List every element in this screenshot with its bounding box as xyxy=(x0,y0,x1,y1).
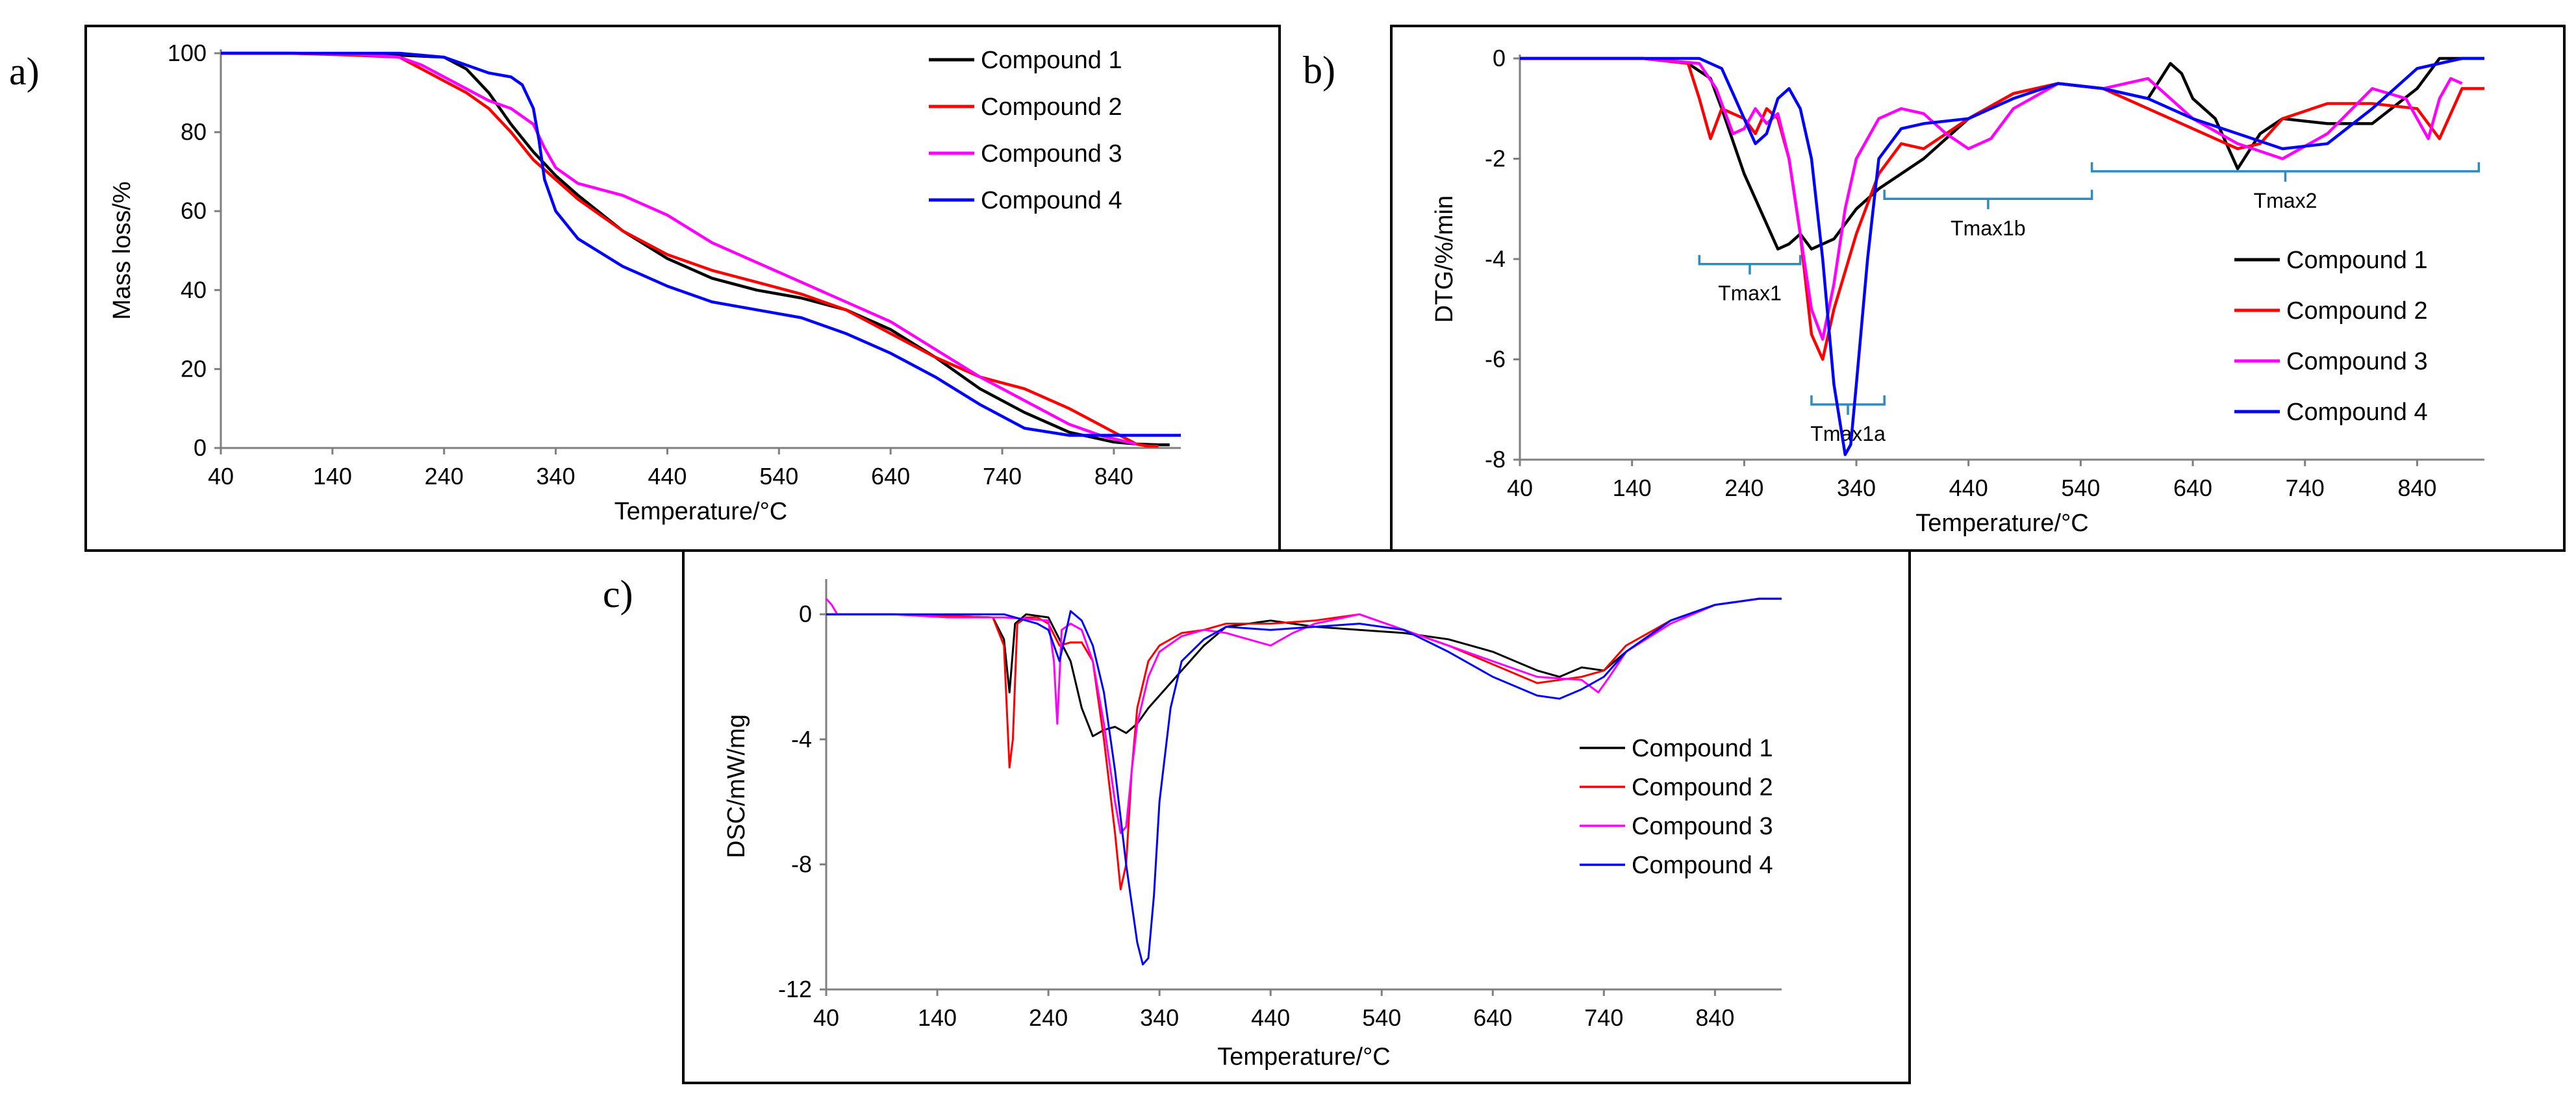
series-line-compound-3 xyxy=(825,597,1782,834)
panel-b-frame xyxy=(1390,25,2566,552)
panel-c-label: c) xyxy=(603,573,633,615)
legend-label-compound-2: Compound 2 xyxy=(981,93,1122,121)
legend-label-compound-1: Compound 1 xyxy=(981,47,1122,74)
annotation-label: Tmax1a xyxy=(1810,422,1886,445)
y-tick-label: 40 xyxy=(181,277,207,303)
series-line-compound-2 xyxy=(221,51,1159,448)
x-tick-label: 740 xyxy=(2286,475,2325,501)
x-tick-label: 40 xyxy=(1507,475,1533,501)
x-tick-label: 440 xyxy=(1949,475,1988,501)
series-line-compound-3 xyxy=(221,51,1137,446)
y-tick-label: -12 xyxy=(778,976,812,1002)
x-tick-label: 440 xyxy=(1251,1004,1290,1031)
legend-label-compound-2: Compound 2 xyxy=(1632,774,1773,801)
panel-c-chart: 40 140 240 340 440 540 640 740 840 -12 -8 -4 0 Temper… xyxy=(723,579,1782,1071)
panel-a-chart: 40 140 240 340 440 540 640 740 840 0 20 40 60 80 100 Te… xyxy=(108,40,1181,525)
y-tick-label: -4 xyxy=(791,726,812,752)
annotation-label: Tmax1 xyxy=(1718,282,1782,305)
legend-label-compound-3: Compound 3 xyxy=(1632,813,1773,840)
panel-c-frame xyxy=(682,549,1911,1084)
x-tick-label: 540 xyxy=(1362,1004,1401,1031)
legend-label-compound-3: Compound 3 xyxy=(2286,348,2428,375)
y-axis-title: DSC/mW/mg xyxy=(723,714,750,858)
x-tick-label: 640 xyxy=(1473,1004,1512,1031)
x-axis-title: Temperature/°C xyxy=(614,498,788,525)
legend-label-compound-4: Compound 4 xyxy=(2286,399,2428,426)
y-tick-label: 20 xyxy=(181,355,207,382)
x-tick-label: 340 xyxy=(1837,475,1876,501)
legend-label-compound-1: Compound 1 xyxy=(2286,247,2428,274)
x-tick-label: 340 xyxy=(537,463,575,490)
x-tick-label: 840 xyxy=(1094,463,1133,490)
y-tick-label: 0 xyxy=(799,601,812,627)
legend-label-compound-4: Compound 4 xyxy=(981,187,1122,214)
x-axis-title: Temperature/°C xyxy=(1915,510,2089,537)
x-tick-label: 840 xyxy=(1695,1004,1734,1031)
x-tick-label: 240 xyxy=(1724,475,1763,501)
x-tick-label: 640 xyxy=(871,463,910,490)
y-tick-label: 60 xyxy=(181,197,207,224)
y-tick-label: 100 xyxy=(168,40,207,66)
x-tick-label: 40 xyxy=(813,1004,839,1031)
y-axis-title: DTG/%/min xyxy=(1431,195,1458,323)
x-tick-label: 140 xyxy=(1613,475,1652,501)
annotation-bracket xyxy=(1698,255,1802,275)
x-axis-title: Temperature/°C xyxy=(1217,1043,1391,1071)
x-tick-label: 440 xyxy=(648,463,687,490)
panel-a-label: a) xyxy=(9,50,40,93)
series-line-compound-4 xyxy=(826,597,1782,965)
y-tick-label: -6 xyxy=(1485,346,1506,373)
y-tick-label: -2 xyxy=(1485,145,1506,172)
x-tick-label: 140 xyxy=(918,1004,957,1031)
x-tick-label: 740 xyxy=(1584,1004,1623,1031)
legend-label-compound-1: Compound 1 xyxy=(1632,735,1773,762)
x-tick-label: 740 xyxy=(983,463,1022,490)
legend-label-compound-2: Compound 2 xyxy=(2286,297,2428,325)
annotation-label: Tmax1b xyxy=(1951,216,2026,240)
panel-b-chart: 40 140 240 340 440 540 640 740 840 -8 -6 -4 -2 0 Tempe… xyxy=(1431,45,2484,537)
x-tick-label: 640 xyxy=(2173,475,2212,501)
y-tick-label: 80 xyxy=(181,119,207,145)
annotation-bracket xyxy=(1810,395,1886,416)
y-tick-label: -8 xyxy=(1485,446,1506,473)
annotation-bracket xyxy=(2090,162,2481,182)
x-tick-label: 540 xyxy=(2061,475,2100,501)
series-line-compound-2 xyxy=(1520,56,2484,361)
annotation-label: Tmax2 xyxy=(2254,189,2317,212)
y-tick-label: -4 xyxy=(1485,245,1506,272)
x-tick-label: 540 xyxy=(759,463,798,490)
annotation-bracket xyxy=(1883,190,2093,210)
series-line-compound-4 xyxy=(1520,56,2484,456)
series-line-compound-4 xyxy=(221,51,1181,437)
y-axis-title: Mass loss/% xyxy=(108,181,136,319)
x-tick-label: 240 xyxy=(425,463,464,490)
x-tick-label: 40 xyxy=(208,463,234,490)
x-tick-label: 140 xyxy=(313,463,352,490)
y-tick-label: -8 xyxy=(791,850,812,877)
y-tick-label: 0 xyxy=(1493,45,1506,71)
series-line-compound-3 xyxy=(1520,56,2463,341)
x-tick-label: 340 xyxy=(1140,1004,1179,1031)
legend-label-compound-3: Compound 3 xyxy=(981,140,1122,168)
x-tick-label: 840 xyxy=(2397,475,2436,501)
y-tick-label: 0 xyxy=(194,434,207,461)
x-tick-label: 240 xyxy=(1029,1004,1068,1031)
panel-b-label: b) xyxy=(1303,49,1335,92)
series-line-compound-1 xyxy=(826,597,1782,738)
legend-label-compound-4: Compound 4 xyxy=(1632,852,1773,879)
